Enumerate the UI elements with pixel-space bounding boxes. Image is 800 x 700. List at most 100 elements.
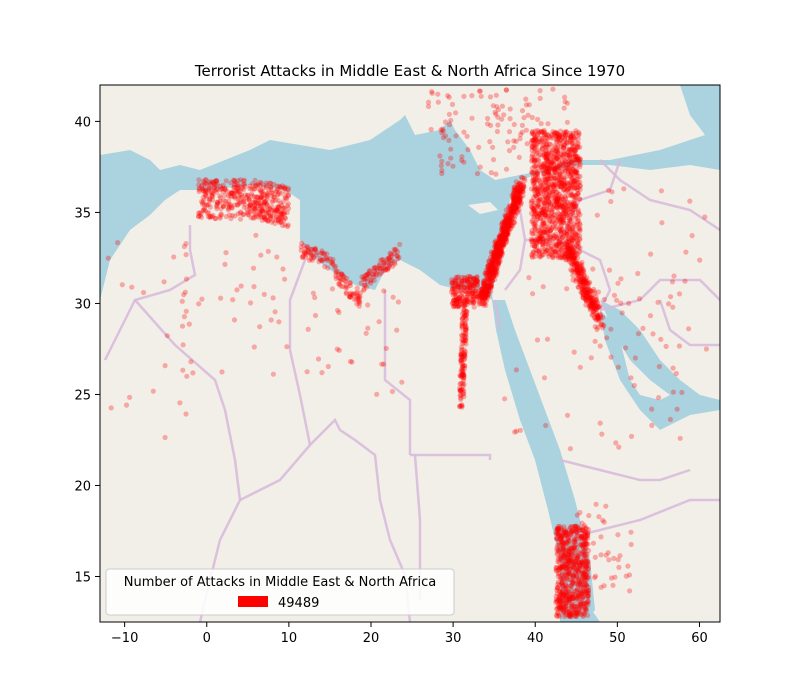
attack-point: [615, 280, 621, 286]
attack-point: [455, 282, 461, 288]
attack-point: [357, 290, 364, 296]
attack-point: [459, 315, 465, 322]
attack-point: [547, 173, 553, 179]
attack-point: [580, 527, 586, 534]
attack-point: [216, 200, 222, 206]
attack-point: [559, 218, 566, 224]
attack-point: [546, 191, 552, 197]
attack-point: [257, 201, 263, 207]
attack-point: [508, 213, 514, 219]
attack-point: [516, 189, 522, 196]
attack-point: [502, 396, 508, 402]
attack-point: [461, 394, 467, 400]
attack-point: [498, 249, 504, 255]
attack-point: [258, 187, 264, 193]
attack-point: [457, 387, 463, 393]
attack-point: [544, 169, 550, 175]
attack-point: [462, 349, 469, 355]
attack-point: [247, 204, 253, 210]
attack-point: [480, 280, 486, 286]
attack-point: [378, 270, 384, 276]
attack-point: [377, 265, 383, 271]
attack-point: [502, 233, 509, 239]
attack-point: [548, 234, 554, 240]
attack-point: [520, 193, 526, 199]
attack-point: [493, 245, 499, 252]
attack-point: [499, 103, 505, 109]
attack-point: [329, 286, 335, 292]
attack-point: [229, 189, 235, 195]
attack-point: [536, 202, 542, 208]
attack-point: [518, 200, 524, 206]
attack-point: [590, 266, 596, 272]
attack-point: [201, 197, 207, 203]
attack-point: [578, 533, 584, 539]
attack-point: [546, 184, 552, 190]
y-tick-label: 15: [74, 570, 91, 585]
attack-point: [438, 163, 444, 169]
attack-point: [470, 297, 476, 303]
attack-point: [261, 214, 267, 220]
attack-point: [500, 242, 506, 248]
attack-point: [473, 288, 479, 294]
attack-point: [497, 250, 503, 257]
attack-point: [385, 267, 391, 273]
attack-point: [214, 204, 220, 210]
attack-point: [311, 247, 317, 253]
attack-point: [474, 282, 480, 288]
attack-point: [272, 208, 278, 214]
attack-point: [210, 193, 216, 200]
attack-point: [516, 198, 522, 204]
attack-point: [534, 171, 540, 177]
attack-point: [460, 337, 466, 343]
attack-point: [491, 269, 497, 275]
attack-point: [461, 357, 467, 363]
attack-point: [452, 291, 458, 297]
attack-point: [564, 225, 571, 232]
attack-point: [509, 210, 515, 216]
attack-point: [381, 288, 387, 294]
attack-point: [513, 210, 519, 216]
attack-point: [485, 287, 491, 293]
attack-point: [258, 195, 264, 201]
attack-point: [558, 224, 564, 230]
attack-point: [494, 252, 500, 258]
attack-point: [560, 211, 566, 217]
attack-point: [493, 258, 499, 264]
attack-point: [510, 195, 516, 201]
attack-point: [364, 271, 370, 277]
attack-point: [242, 192, 248, 198]
attack-point: [206, 209, 212, 216]
attack-point: [575, 140, 581, 146]
attack-point: [509, 202, 515, 208]
attack-point: [500, 239, 506, 245]
attack-point: [275, 217, 281, 223]
attack-point: [336, 281, 342, 287]
attack-point: [482, 288, 488, 294]
attack-point: [265, 192, 271, 198]
attack-point: [575, 136, 581, 142]
attack-point: [538, 121, 544, 127]
attack-point: [463, 324, 469, 330]
attack-point: [478, 300, 484, 307]
attack-point: [225, 207, 231, 213]
attack-point: [224, 201, 230, 207]
attack-point: [449, 280, 455, 286]
attack-point: [670, 389, 677, 395]
attack-point: [450, 300, 456, 306]
attack-point: [203, 181, 209, 187]
attack-point: [488, 277, 494, 283]
attack-point: [506, 222, 512, 228]
attack-point: [261, 214, 267, 220]
attack-point: [476, 88, 483, 94]
attack-point: [283, 195, 289, 201]
attack-point: [456, 295, 462, 301]
attack-point: [228, 203, 234, 209]
attack-point: [534, 337, 541, 343]
attack-point: [394, 253, 400, 259]
attack-point: [274, 183, 280, 189]
attack-point: [536, 177, 542, 183]
attack-point: [276, 208, 282, 215]
attack-point: [281, 211, 287, 217]
